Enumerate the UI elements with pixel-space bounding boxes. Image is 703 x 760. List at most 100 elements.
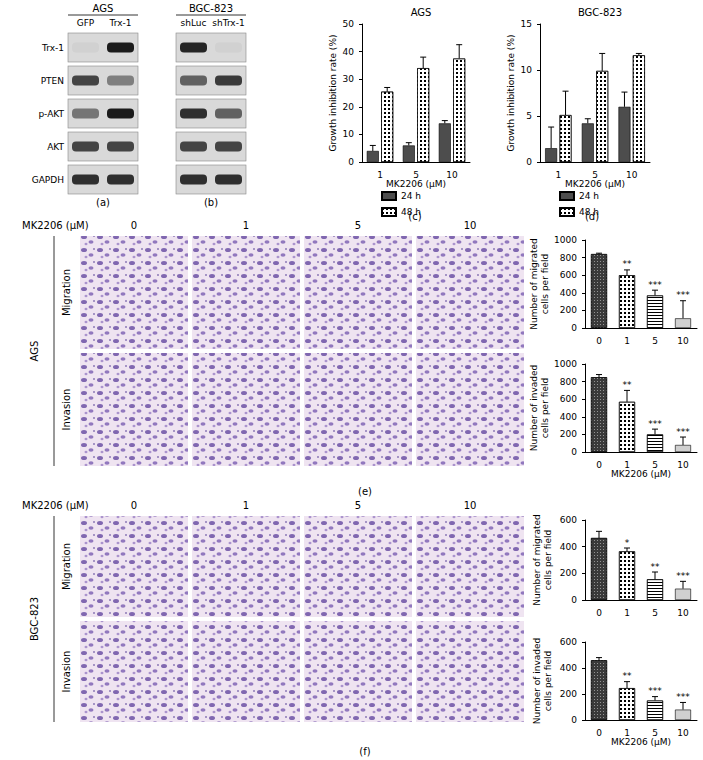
svg-text:(f): (f) — [359, 746, 370, 757]
svg-text:***: *** — [648, 686, 662, 696]
svg-text:Number of invaded: Number of invaded — [532, 638, 542, 725]
svg-text:Number of migrated: Number of migrated — [532, 514, 542, 606]
svg-text:(e): (e) — [358, 486, 372, 497]
svg-text:MK2206 (μM): MK2206 (μM) — [611, 737, 671, 747]
svg-text:PTEN: PTEN — [41, 76, 64, 86]
svg-text:1000: 1000 — [554, 235, 577, 245]
svg-text:10: 10 — [626, 170, 638, 180]
svg-text:5: 5 — [652, 460, 658, 470]
svg-text:5: 5 — [355, 500, 361, 511]
svg-text:GAPDH: GAPDH — [32, 175, 64, 185]
svg-text:0: 0 — [571, 595, 577, 605]
svg-text:10: 10 — [464, 500, 477, 511]
svg-text:48 h: 48 h — [401, 207, 421, 217]
svg-text:10: 10 — [677, 728, 689, 738]
svg-text:10: 10 — [677, 336, 689, 346]
svg-text:p-AKT: p-AKT — [38, 109, 64, 119]
svg-text:10: 10 — [446, 170, 458, 180]
svg-text:5: 5 — [526, 111, 532, 121]
svg-text:(c): (c) — [408, 211, 421, 222]
svg-text:400: 400 — [560, 412, 577, 422]
svg-text:0: 0 — [596, 336, 602, 346]
svg-text:0: 0 — [131, 500, 137, 511]
svg-text:0: 0 — [348, 157, 354, 167]
svg-text:shTrx-1: shTrx-1 — [212, 18, 244, 28]
svg-text:0: 0 — [596, 460, 602, 470]
svg-text:**: ** — [623, 380, 633, 390]
svg-text:600: 600 — [560, 637, 577, 647]
svg-text:0: 0 — [571, 715, 577, 725]
svg-text:1: 1 — [243, 220, 249, 231]
svg-text:Growth inhibition rate (%): Growth inhibition rate (%) — [328, 35, 338, 152]
svg-text:1: 1 — [624, 728, 630, 738]
svg-text:5: 5 — [652, 608, 658, 618]
svg-text:AGS: AGS — [93, 3, 114, 14]
svg-text:Number of invaded: Number of invaded — [529, 365, 539, 452]
svg-text:1: 1 — [243, 500, 249, 511]
svg-text:MK2206 (μM): MK2206 (μM) — [565, 179, 625, 189]
svg-text:24 h: 24 h — [401, 191, 421, 201]
svg-text:0: 0 — [596, 608, 602, 618]
svg-text:*: * — [625, 538, 630, 548]
svg-text:10: 10 — [464, 220, 477, 231]
svg-text:shLuc: shLuc — [181, 18, 207, 28]
svg-text:200: 200 — [560, 305, 577, 315]
svg-text:800: 800 — [560, 253, 577, 263]
svg-text:***: *** — [676, 692, 690, 702]
svg-text:BGC-823: BGC-823 — [29, 597, 40, 641]
svg-text:cells per field: cells per field — [540, 378, 550, 438]
svg-text:0: 0 — [571, 323, 577, 333]
svg-text:cells per field: cells per field — [540, 254, 550, 314]
svg-text:(d): (d) — [585, 211, 599, 222]
svg-text:400: 400 — [560, 288, 577, 298]
svg-text:600: 600 — [560, 394, 577, 404]
svg-text:MK2206 (μM): MK2206 (μM) — [386, 179, 446, 189]
svg-text:**: ** — [623, 671, 633, 681]
svg-text:Migration: Migration — [61, 269, 72, 316]
svg-text:600: 600 — [560, 515, 577, 525]
svg-text:***: *** — [648, 419, 662, 429]
svg-text:MK2206 (μM): MK2206 (μM) — [22, 500, 89, 511]
svg-text:5: 5 — [652, 336, 658, 346]
svg-text:**: ** — [651, 562, 661, 572]
svg-text:800: 800 — [560, 377, 577, 387]
svg-text:200: 200 — [560, 689, 577, 699]
svg-text:5: 5 — [592, 170, 598, 180]
svg-text:***: *** — [676, 427, 690, 437]
svg-text:10: 10 — [343, 129, 355, 139]
svg-text:1: 1 — [555, 170, 561, 180]
svg-text:10: 10 — [677, 460, 689, 470]
svg-text:1: 1 — [377, 170, 383, 180]
svg-text:48 h: 48 h — [579, 207, 599, 217]
svg-text:**: ** — [623, 259, 633, 269]
svg-text:0: 0 — [526, 157, 532, 167]
svg-text:5: 5 — [413, 170, 419, 180]
svg-text:***: *** — [676, 571, 690, 581]
svg-text:400: 400 — [560, 663, 577, 673]
svg-text:1000: 1000 — [554, 359, 577, 369]
svg-text:20: 20 — [343, 102, 355, 112]
svg-text:0: 0 — [596, 728, 602, 738]
svg-text:Invasion: Invasion — [61, 651, 72, 693]
svg-text:MK2206 (μM): MK2206 (μM) — [611, 469, 671, 479]
svg-text:1: 1 — [624, 336, 630, 346]
svg-text:15: 15 — [521, 19, 532, 29]
svg-text:cells per field: cells per field — [543, 530, 553, 590]
svg-text:***: *** — [648, 280, 662, 290]
svg-text:Trx-1: Trx-1 — [41, 43, 64, 53]
svg-text:10: 10 — [677, 608, 689, 618]
svg-text:200: 200 — [560, 568, 577, 578]
svg-text:(a): (a) — [96, 197, 110, 208]
svg-text:***: *** — [676, 290, 690, 300]
svg-text:Number of migrated: Number of migrated — [529, 238, 539, 330]
svg-text:MK2206 (μM): MK2206 (μM) — [22, 220, 89, 231]
svg-text:Trx-1: Trx-1 — [109, 18, 132, 28]
svg-text:40: 40 — [343, 47, 355, 57]
svg-text:Growth inhibition rate (%): Growth inhibition rate (%) — [506, 35, 516, 152]
svg-text:5: 5 — [652, 728, 658, 738]
svg-text:0: 0 — [571, 447, 577, 457]
svg-text:600: 600 — [560, 270, 577, 280]
svg-text:1: 1 — [624, 608, 630, 618]
svg-text:30: 30 — [343, 74, 355, 84]
svg-text:Migration: Migration — [61, 543, 72, 590]
